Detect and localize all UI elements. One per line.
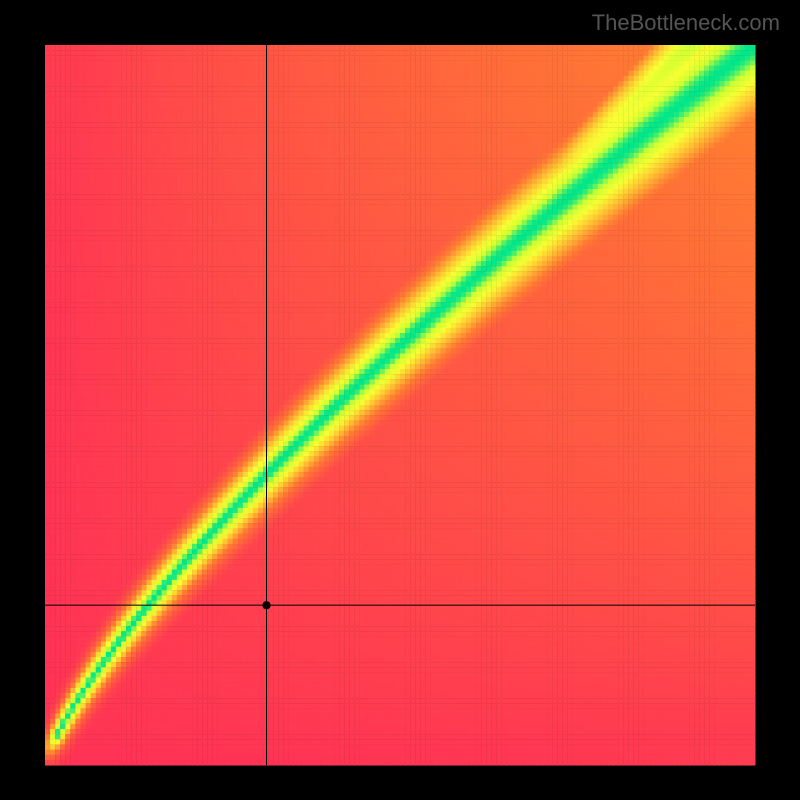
watermark-text: TheBottleneck.com xyxy=(592,10,780,36)
bottleneck-heatmap xyxy=(0,0,800,800)
chart-container: TheBottleneck.com xyxy=(0,0,800,800)
